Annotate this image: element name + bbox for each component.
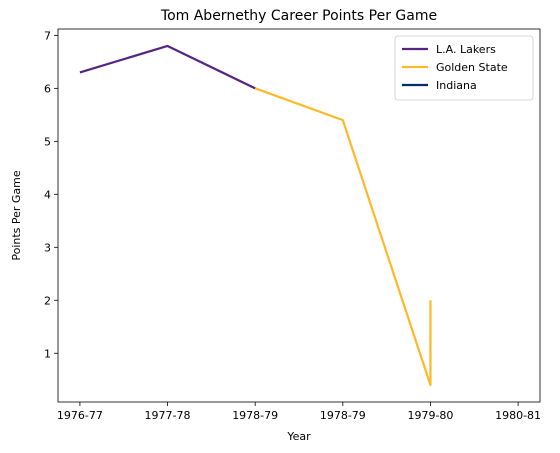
y-tick-label: 2 [44, 294, 51, 307]
y-tick-label: 3 [44, 241, 51, 254]
plot-frame [57, 28, 541, 403]
y-tick-label: 4 [44, 188, 51, 201]
legend-label-2: Indiana [436, 79, 477, 92]
x-tick-label: 1980-81 [495, 409, 541, 422]
series-layer [79, 44, 432, 387]
y-axis-label: Points Per Game [10, 170, 23, 261]
chart-title: Tom Abernethy Career Points Per Game [160, 8, 437, 24]
x-axis-ticks: 1976-77 1977-78 1978-79 1978-79 1979-80 1980-… [57, 402, 541, 422]
series-line-1 [254, 87, 432, 387]
legend-label-0: L.A. Lakers [436, 43, 496, 56]
legend: L.A. Lakers Golden State Indiana [394, 35, 534, 101]
y-tick-label: 7 [44, 29, 51, 42]
y-axis-ticks: 1 2 3 4 5 6 7 [44, 29, 58, 360]
x-tick-label: 1978-79 [232, 409, 278, 422]
legend-box [394, 35, 534, 101]
x-axis-label: Year [286, 430, 311, 443]
x-tick-label: 1979-80 [407, 409, 453, 422]
plot-area: 1976-77 1977-78 1978-79 1978-79 1979-80 1980-… [44, 28, 541, 422]
x-tick-label: 1976-77 [57, 409, 103, 422]
legend-label-1: Golden State [436, 61, 508, 74]
y-tick-label: 1 [44, 347, 51, 360]
y-tick-label: 6 [44, 82, 51, 95]
series-line-0 [79, 44, 256, 90]
y-tick-label: 5 [44, 135, 51, 148]
x-tick-label: 1977-78 [145, 409, 191, 422]
x-tick-label: 1978-79 [320, 409, 366, 422]
